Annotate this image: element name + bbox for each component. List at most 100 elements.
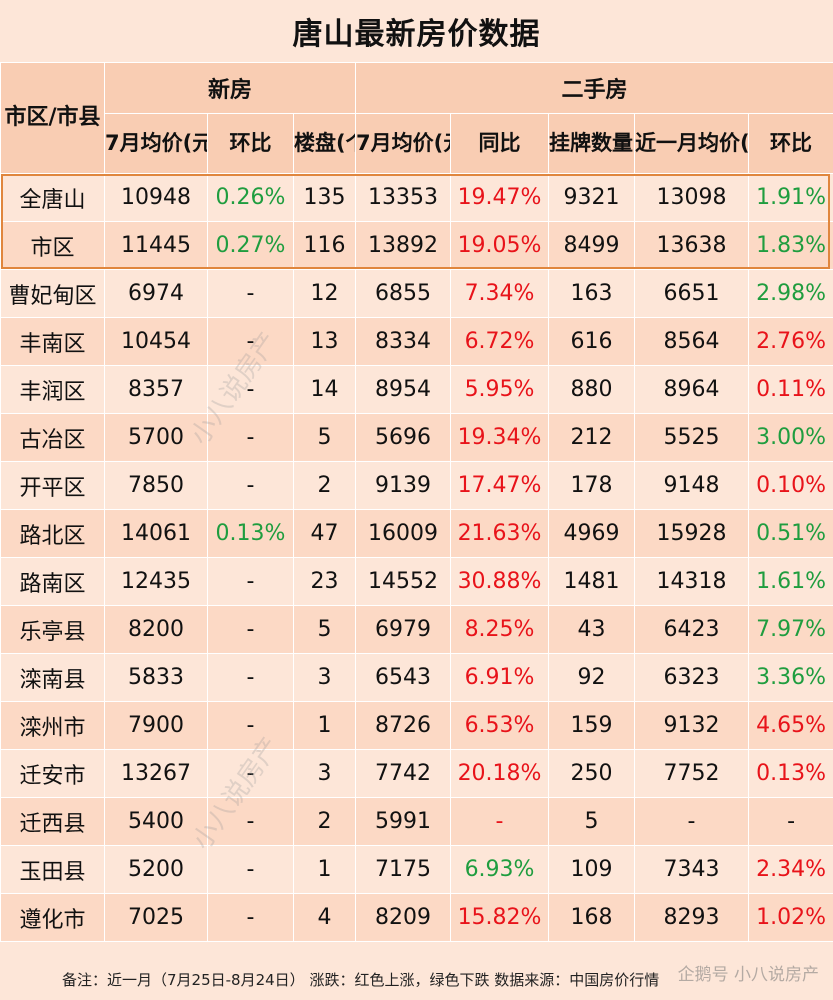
cell-recent-mom: 0.10% bbox=[748, 461, 833, 510]
cell-listings: 880 bbox=[548, 365, 636, 414]
cell-sh-yoy: 30.88% bbox=[450, 557, 550, 606]
cell-sh-yoy: - bbox=[450, 797, 550, 846]
cell-new-mom: - bbox=[207, 797, 294, 846]
cell-district-name: 开平区 bbox=[0, 461, 105, 510]
table-row: 丰润区 8357-14 8954 5.95% 880 8964 0.11% bbox=[0, 365, 833, 414]
cell-new-mom: - bbox=[207, 701, 294, 750]
cell-new-mom: 0.13% bbox=[207, 509, 294, 558]
cell-sh-avg: 9139 bbox=[355, 461, 452, 510]
cell-projects: 5 bbox=[292, 605, 357, 654]
cell-new-avg: 5200 bbox=[104, 845, 208, 894]
cell-new-avg: 5700 bbox=[104, 413, 208, 462]
cell-recent-avg: 8564 bbox=[634, 317, 750, 366]
cell-new-avg: 11445 bbox=[104, 221, 208, 270]
cell-listings: 109 bbox=[548, 845, 636, 894]
cell-district-name: 迁安市 bbox=[0, 749, 105, 798]
header-district: 市区/市县 bbox=[0, 62, 105, 174]
cell-projects: 3 bbox=[292, 749, 357, 798]
cell-sh-avg: 7175 bbox=[355, 845, 452, 894]
cell-recent-avg: 6651 bbox=[634, 269, 750, 318]
cell-recent-mom: 1.61% bbox=[748, 557, 833, 606]
cell-projects: 4 bbox=[292, 893, 357, 942]
cell-recent-avg: - bbox=[634, 797, 750, 846]
cell-district-name: 古冶区 bbox=[0, 413, 105, 462]
header-sh-avg: 7月均价(元/㎡) bbox=[355, 113, 452, 174]
cell-recent-avg: 9148 bbox=[634, 461, 750, 510]
cell-new-avg: 7025 bbox=[104, 893, 208, 942]
cell-sh-yoy: 7.34% bbox=[450, 269, 550, 318]
cell-district-name: 玉田县 bbox=[0, 845, 105, 894]
cell-listings: 43 bbox=[548, 605, 636, 654]
cell-new-mom: - bbox=[207, 317, 294, 366]
page-title: 唐山最新房价数据 bbox=[292, 17, 541, 52]
cell-recent-mom: 0.13% bbox=[748, 749, 833, 798]
footer-note: 备注：近一月（7月25日-8月24日） 涨跌：红色上涨，绿色下跌 数据来源：中国… bbox=[0, 958, 833, 1000]
cell-listings: 8499 bbox=[548, 221, 636, 270]
table-row: 遵化市 7025-4 8209 15.82% 168 8293 1.02% bbox=[0, 893, 833, 942]
cell-projects: 23 bbox=[292, 557, 357, 606]
cell-new-mom: - bbox=[207, 557, 294, 606]
table-row: 滦州市 7900-1 8726 6.53% 159 9132 4.65% bbox=[0, 701, 833, 750]
cell-new-mom: 0.26% bbox=[207, 173, 294, 222]
cell-recent-mom: 2.98% bbox=[748, 269, 833, 318]
cell-projects: 5 bbox=[292, 413, 357, 462]
cell-sh-yoy: 19.34% bbox=[450, 413, 550, 462]
cell-new-avg: 7850 bbox=[104, 461, 208, 510]
cell-sh-avg: 5696 bbox=[355, 413, 452, 462]
header-new-house: 新房 bbox=[103, 62, 357, 114]
cell-recent-avg: 8293 bbox=[634, 893, 750, 942]
table-row: 路南区 12435-23 14552 30.88% 1481 14318 1.61% bbox=[0, 557, 833, 606]
cell-new-avg: 7900 bbox=[104, 701, 208, 750]
cell-district-name: 遵化市 bbox=[0, 893, 105, 942]
cell-sh-yoy: 6.91% bbox=[450, 653, 550, 702]
cell-recent-mom: 4.65% bbox=[748, 701, 833, 750]
cell-projects: 1 bbox=[292, 845, 357, 894]
cell-recent-avg: 13098 bbox=[634, 173, 750, 222]
cell-listings: 159 bbox=[548, 701, 636, 750]
header-listings: 挂牌数量(套) bbox=[548, 113, 636, 174]
cell-district-name: 路南区 bbox=[0, 557, 105, 606]
cell-new-avg: 6974 bbox=[104, 269, 208, 318]
cell-district-name: 迁西县 bbox=[0, 797, 105, 846]
cell-listings: 1481 bbox=[548, 557, 636, 606]
cell-recent-avg: 7343 bbox=[634, 845, 750, 894]
cell-district-name: 滦州市 bbox=[0, 701, 105, 750]
cell-recent-mom: 0.11% bbox=[748, 365, 833, 414]
cell-new-mom: 0.27% bbox=[207, 221, 294, 270]
cell-sh-avg: 6855 bbox=[355, 269, 452, 318]
cell-district-name: 丰南区 bbox=[0, 317, 105, 366]
cell-projects: 1 bbox=[292, 701, 357, 750]
cell-new-mom: - bbox=[207, 269, 294, 318]
cell-projects: 14 bbox=[292, 365, 357, 414]
cell-new-mom: - bbox=[207, 845, 294, 894]
cell-sh-avg: 16009 bbox=[355, 509, 452, 558]
cell-projects: 3 bbox=[292, 653, 357, 702]
cell-listings: 168 bbox=[548, 893, 636, 942]
cell-new-avg: 8200 bbox=[104, 605, 208, 654]
header-projects: 楼盘(个) bbox=[292, 113, 357, 174]
cell-projects: 135 bbox=[292, 173, 357, 222]
cell-listings: 5 bbox=[548, 797, 636, 846]
cell-sh-avg: 6979 bbox=[355, 605, 452, 654]
cell-new-mom: - bbox=[207, 605, 294, 654]
cell-sh-yoy: 6.93% bbox=[450, 845, 550, 894]
cell-sh-yoy: 17.47% bbox=[450, 461, 550, 510]
cell-sh-avg: 8334 bbox=[355, 317, 452, 366]
cell-new-mom: - bbox=[207, 893, 294, 942]
cell-district-name: 路北区 bbox=[0, 509, 105, 558]
cell-district-name: 市区 bbox=[0, 221, 105, 270]
table-row: 玉田县 5200-1 7175 6.93% 109 7343 2.34% bbox=[0, 845, 833, 894]
cell-listings: 92 bbox=[548, 653, 636, 702]
cell-sh-avg: 5991 bbox=[355, 797, 452, 846]
cell-district-name: 丰润区 bbox=[0, 365, 105, 414]
table-row: 滦南县 5833-3 6543 6.91% 92 6323 3.36% bbox=[0, 653, 833, 702]
cell-recent-mom: 0.51% bbox=[748, 509, 833, 558]
cell-new-mom: - bbox=[207, 413, 294, 462]
table-row: 乐亭县 8200-5 6979 8.25% 43 6423 7.97% bbox=[0, 605, 833, 654]
header-new-avg: 7月均价(元/㎡) bbox=[104, 113, 208, 174]
cell-recent-avg: 15928 bbox=[634, 509, 750, 558]
cell-recent-avg: 9132 bbox=[634, 701, 750, 750]
cell-sh-yoy: 19.47% bbox=[450, 173, 550, 222]
header-recent-mom: 环比 bbox=[748, 113, 833, 174]
